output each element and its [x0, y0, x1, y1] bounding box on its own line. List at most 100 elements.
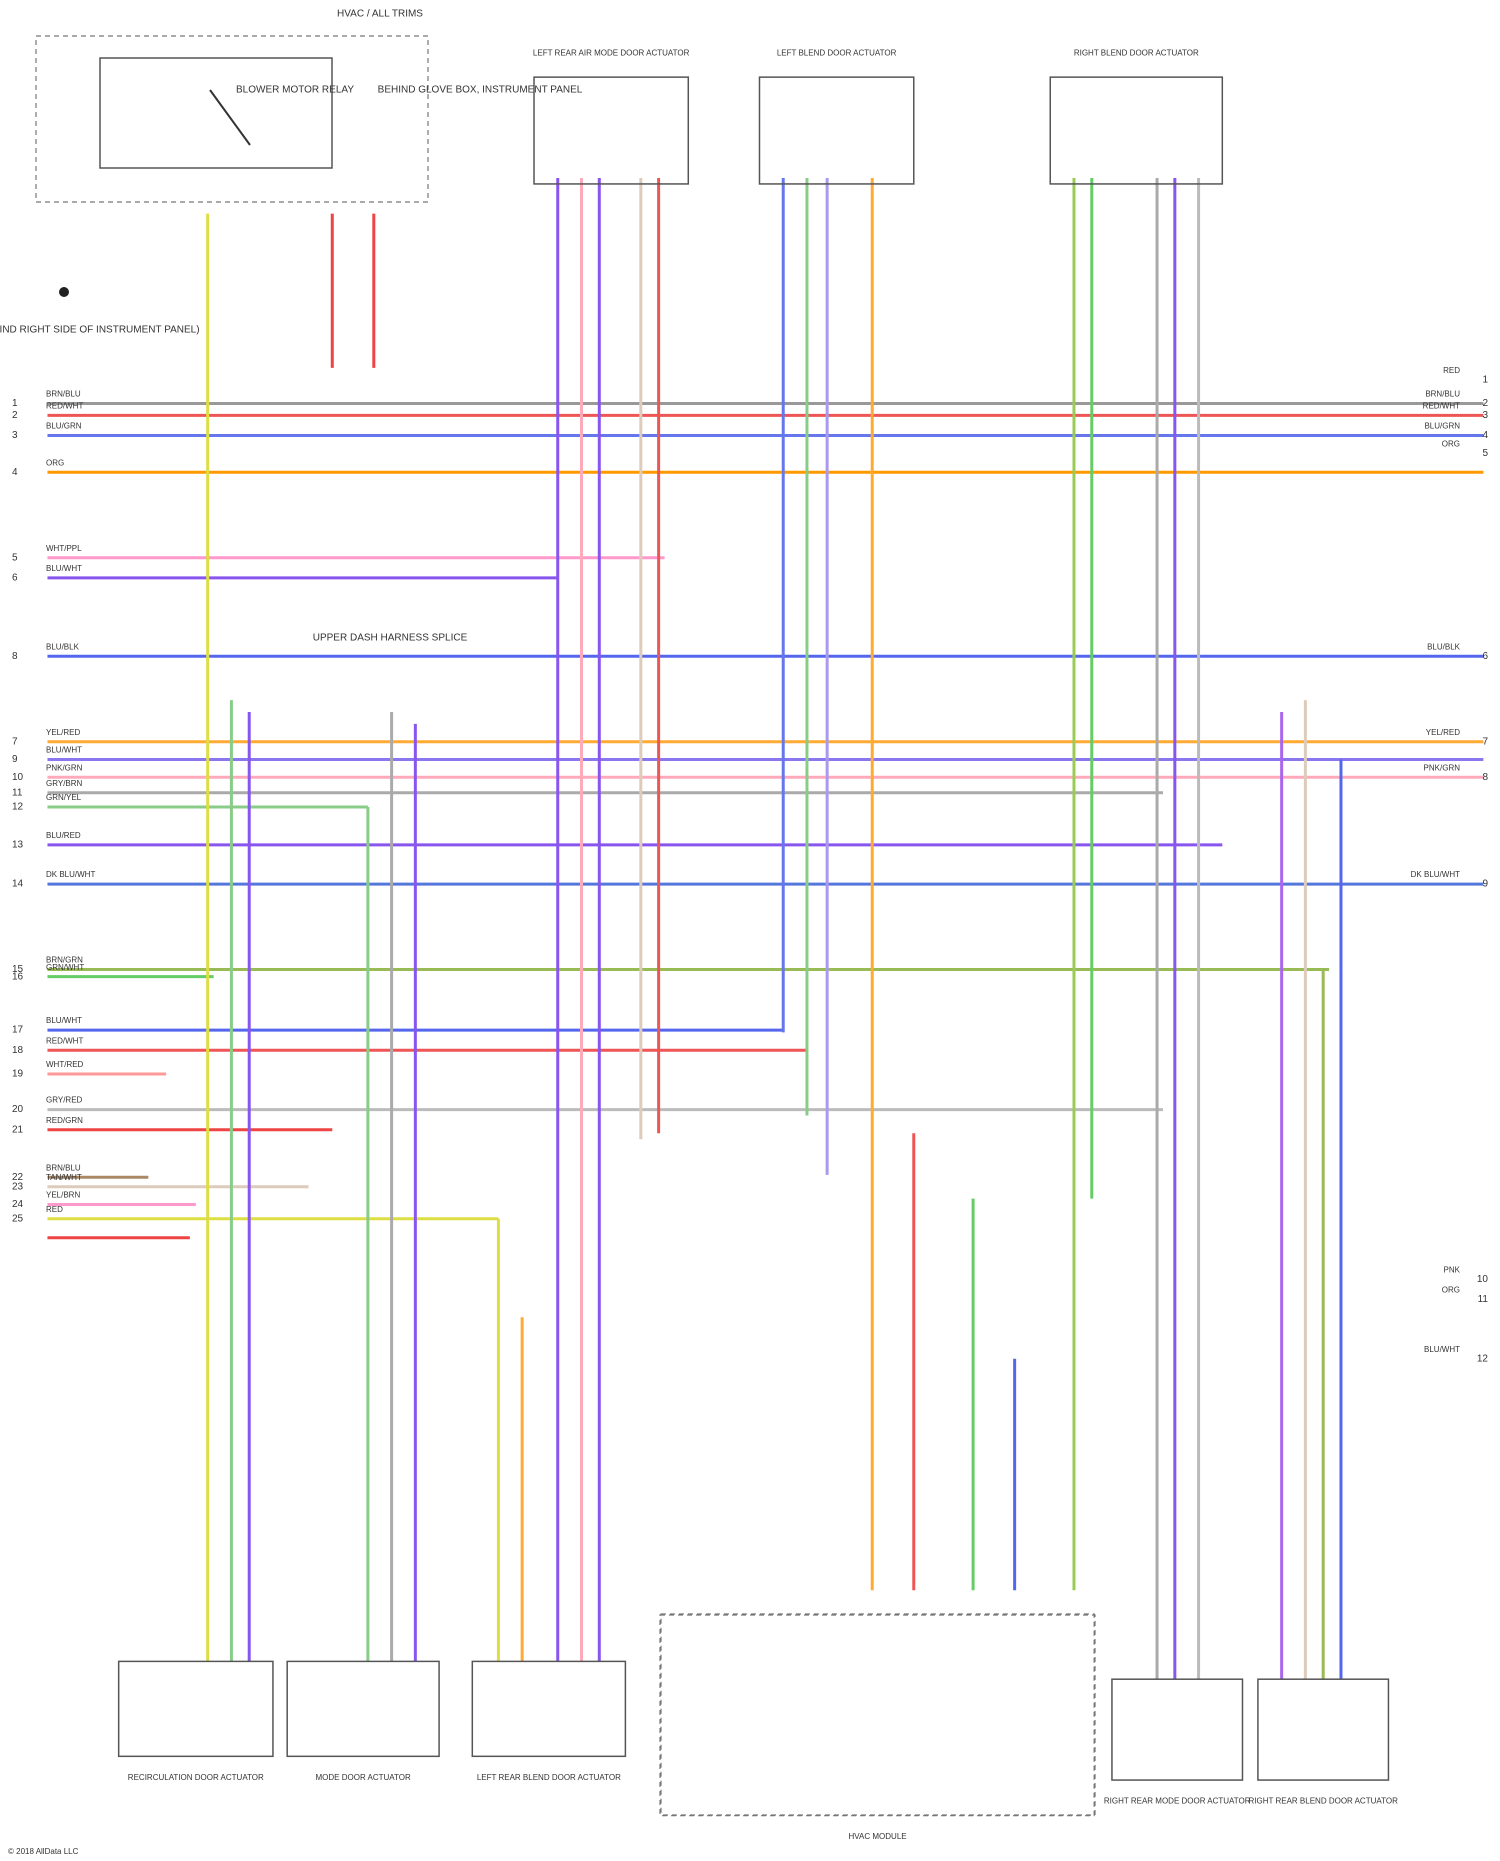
pin-number: 8: [12, 651, 18, 662]
actuator-label: LEFT REAR BLEND DOOR ACTUATOR: [477, 1773, 621, 1782]
ground-label: GROUND (BEHIND RIGHT SIDE OF INSTRUMENT …: [0, 325, 200, 336]
wire-label: BLU/WHT: [46, 1016, 82, 1025]
pin-number: 9: [1482, 879, 1488, 890]
wire-label: BLU/GRN: [46, 422, 82, 431]
wire-label: PNK/GRN: [46, 763, 83, 772]
pin-number: 10: [1477, 1274, 1489, 1285]
pin-number: 21: [12, 1124, 24, 1135]
pin-number: 4: [12, 467, 18, 478]
pin-number: 7: [1482, 736, 1488, 747]
pin-number: 22: [12, 1172, 24, 1183]
pin-number: 3: [1482, 410, 1488, 421]
pin-number: 3: [12, 430, 18, 441]
actuator: [533, 76, 690, 185]
wire-label: RED/WHT: [1423, 401, 1460, 410]
wire-label: BLU/BLK: [1427, 642, 1461, 651]
actuator-label: RECIRCULATION DOOR ACTUATOR: [128, 1773, 264, 1782]
actuator-label: LEFT REAR AIR MODE DOOR ACTUATOR: [533, 49, 690, 58]
wire-label: BLU/WHT: [46, 746, 82, 755]
wire-label: BLU/GRN: [1424, 422, 1460, 431]
wire-label: BLU/RED: [46, 831, 81, 840]
wire-label: WHT/PPL: [46, 544, 82, 553]
pin-number: 16: [12, 971, 24, 982]
wire-label: BRN/BLU: [1425, 390, 1460, 399]
pin-number: 14: [12, 879, 24, 890]
pin-number: 13: [12, 840, 24, 851]
wire-label: YEL/RED: [1426, 728, 1460, 737]
actuator-label: RIGHT REAR MODE DOOR ACTUATOR: [1104, 1797, 1251, 1806]
pin-number: 1: [12, 398, 18, 409]
pin-number: 24: [12, 1199, 24, 1210]
wire-label: RED: [46, 1205, 63, 1214]
relay-box: [99, 57, 333, 169]
wire-label: BRN/BLU: [46, 390, 81, 399]
wire-label: RED: [1443, 366, 1460, 375]
actuator: [117, 1660, 274, 1758]
wire-label: ORG: [1442, 1286, 1460, 1295]
wire-label: BRN/BLU: [46, 1163, 81, 1172]
wire-label: ORG: [1442, 439, 1460, 448]
wire-label: PNK/GRN: [1424, 763, 1461, 772]
wire-label: DK BLU/WHT: [46, 870, 95, 879]
wire-label: RED/GRN: [46, 1116, 83, 1125]
pin-number: 15: [12, 964, 24, 975]
actuator-label: LEFT BLEND DOOR ACTUATOR: [777, 49, 897, 58]
pin-number: 12: [12, 802, 24, 813]
actuator-label: RIGHT BLEND DOOR ACTUATOR: [1074, 49, 1199, 58]
pin-number: 23: [12, 1181, 24, 1192]
actuator: [1257, 1678, 1390, 1781]
pin-number: 2: [1482, 398, 1488, 409]
actuator: [1049, 76, 1224, 185]
pin-number: 11: [12, 787, 23, 798]
wire-label: YEL/BRN: [46, 1191, 80, 1200]
wire-label: RED/WHT: [46, 1036, 83, 1045]
actuator-label: HVAC MODULE: [849, 1832, 907, 1841]
pin-number: 9: [12, 754, 18, 765]
pin-number: 7: [12, 736, 18, 747]
pin-number: 6: [1482, 651, 1488, 662]
splice-label: UPPER DASH HARNESS SPLICE: [313, 633, 468, 644]
wire-label: GRN/YEL: [46, 793, 82, 802]
pin-number: 19: [12, 1069, 24, 1080]
pin-number: 11: [1478, 1294, 1489, 1305]
wire-label: TAN/WHT: [46, 1173, 82, 1182]
wire-label: RED/WHT: [46, 401, 83, 410]
pin-number: 6: [12, 573, 18, 584]
pin-number: 8: [1482, 772, 1488, 783]
actuator-label: MODE DOOR ACTUATOR: [316, 1773, 411, 1782]
hvac-module-outline: [659, 1614, 1096, 1816]
pin-number: 1: [1482, 374, 1488, 385]
wire-label: WHT/RED: [46, 1060, 84, 1069]
wire-label: YEL/RED: [46, 728, 80, 737]
actuator: [471, 1660, 627, 1758]
wire-label: DK BLU/WHT: [1411, 870, 1460, 879]
wire-label: GRY/BRN: [46, 779, 83, 788]
pin-number: 10: [12, 772, 24, 783]
pin-number: 20: [12, 1104, 24, 1115]
wire-label: PNK: [1444, 1265, 1461, 1274]
wire-label: BRN/GRN: [46, 956, 83, 965]
pin-number: 17: [12, 1025, 24, 1036]
copyright: © 2018 AllData LLC: [8, 1847, 79, 1856]
wire-label: BLU/BLK: [46, 642, 80, 651]
actuator: [286, 1660, 440, 1758]
actuator-label: RIGHT REAR BLEND DOOR ACTUATOR: [1249, 1797, 1399, 1806]
pin-number: 25: [12, 1213, 24, 1224]
wire-label: GRN/WHT: [46, 963, 84, 972]
wire-label: BLU/WHT: [46, 564, 82, 573]
pin-number: 5: [12, 552, 18, 563]
pin-number: 5: [1482, 448, 1488, 459]
title: HVAC / ALL TRIMS: [337, 9, 423, 20]
wire-label: BLU/WHT: [1424, 1345, 1460, 1354]
actuator: [660, 1613, 1095, 1817]
ground-symbol: [59, 287, 69, 297]
relay-contact: [209, 89, 251, 146]
relay-label: BLOWER MOTOR RELAY: [236, 85, 354, 96]
top-note: BEHIND GLOVE BOX, INSTRUMENT PANEL: [378, 85, 583, 96]
pin-number: 12: [1477, 1353, 1489, 1364]
actuator: [1111, 1678, 1244, 1781]
actuator: [758, 76, 915, 185]
wire-label: ORG: [46, 458, 64, 467]
pin-number: 18: [12, 1045, 24, 1056]
